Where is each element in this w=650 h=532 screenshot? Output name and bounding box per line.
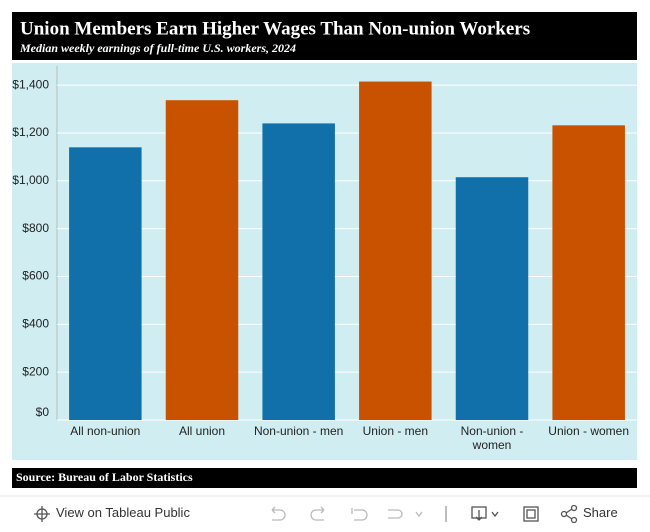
y-tick-label: $600	[22, 269, 49, 283]
bar	[69, 147, 142, 420]
y-tick-label: $1,400	[12, 77, 49, 91]
x-tick-label: All non-union	[70, 424, 141, 438]
bar	[552, 125, 625, 421]
bar	[359, 81, 432, 420]
y-tick-label: $800	[22, 221, 49, 235]
bar	[455, 177, 529, 420]
y-tick-label: $1,000	[12, 173, 49, 187]
view-on-tableau[interactable]: View on Tableau Public	[56, 505, 190, 520]
share[interactable]: Share	[583, 505, 618, 520]
x-tick-label: Union - men	[362, 424, 429, 438]
source: Source: Bureau of Labor Statistics	[16, 470, 193, 484]
y-tick-label: $200	[22, 364, 49, 378]
toolbar-icons	[34, 504, 578, 524]
x-tick-label: All union	[178, 424, 226, 438]
y-tick-label: $400	[22, 316, 49, 330]
chart-subtitle: Median weekly earnings of full-time U.S.…	[19, 41, 296, 55]
x-tick-label: Non-union - men	[253, 424, 344, 438]
title-banner	[12, 12, 637, 60]
x-tick-label: Union - women	[548, 424, 629, 438]
y-tick-label: $1,200	[12, 125, 49, 139]
bar	[165, 100, 239, 421]
bar	[262, 123, 335, 421]
source-banner	[12, 468, 637, 488]
chart-title: Union Members Earn Higher Wages Than Non…	[20, 18, 530, 39]
x-tick-label: Non-union - women	[460, 424, 524, 452]
y-tick-label: $0	[36, 405, 50, 419]
